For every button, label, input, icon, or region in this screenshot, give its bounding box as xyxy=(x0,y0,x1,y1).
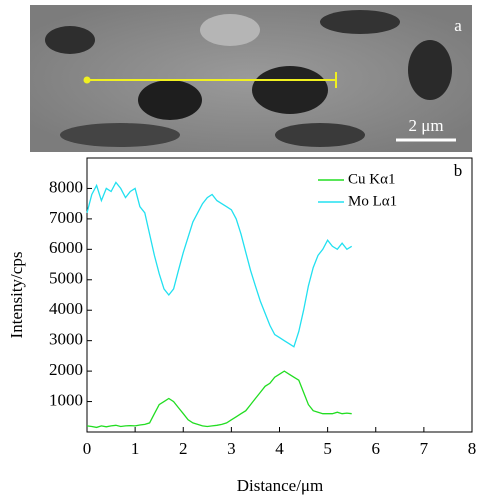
y-tick-label: 1000 xyxy=(49,390,83,409)
y-tick-label: 7000 xyxy=(49,208,83,227)
x-tick-label: 6 xyxy=(372,439,381,458)
scale-bar-label: 2 μm xyxy=(408,116,443,135)
panel-label: b xyxy=(454,161,463,180)
data-line xyxy=(86,181,353,348)
x-tick-label: 2 xyxy=(179,439,188,458)
legend-label: Cu Kα1 xyxy=(348,171,395,187)
y-tick-label: 4000 xyxy=(49,299,83,318)
y-tick-label: 3000 xyxy=(49,330,83,349)
panel-label: a xyxy=(454,16,462,35)
x-tick-label: 5 xyxy=(323,439,332,458)
x-tick-label: 7 xyxy=(420,439,429,458)
y-tick-label: 2000 xyxy=(49,360,83,379)
x-tick-label: 0 xyxy=(83,439,92,458)
y-tick-label: 5000 xyxy=(49,269,83,288)
legend-label: Mo Lα1 xyxy=(348,193,397,209)
x-tick-label: 3 xyxy=(227,439,236,458)
x-tick-label: 8 xyxy=(468,439,477,458)
x-axis-label: Distance/μm xyxy=(237,476,324,495)
y-axis-label: Intensity/cps xyxy=(7,252,26,339)
data-line xyxy=(86,370,352,429)
plot-frame xyxy=(86,157,473,433)
sem-image: 2 μm a xyxy=(30,5,472,152)
y-tick-label: 6000 xyxy=(49,238,83,257)
x-tick-label: 4 xyxy=(275,439,284,458)
y-tick-label: 8000 xyxy=(49,177,83,196)
x-tick-label: 1 xyxy=(131,439,140,458)
